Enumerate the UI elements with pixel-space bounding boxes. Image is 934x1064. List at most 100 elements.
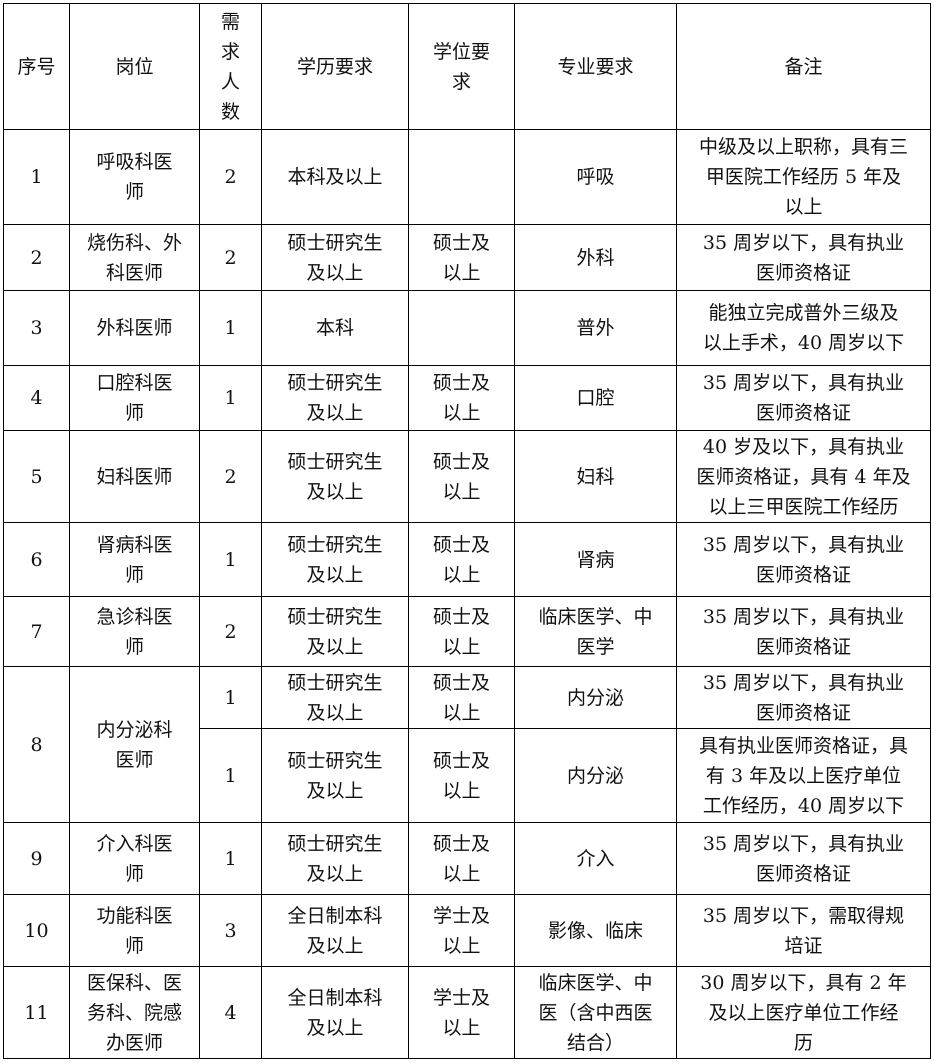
cell-headcount: 3 <box>199 894 262 967</box>
cell-education: 硕士研究生 及以上 <box>261 822 409 895</box>
cell-degree: 硕士及 以上 <box>408 430 515 523</box>
cell-remarks: 30 周岁以下，具有 2 年 及以上医疗单位工作经 历 <box>676 966 931 1059</box>
cell-position: 呼吸科医 师 <box>69 129 200 225</box>
cell-position: 口腔科医 师 <box>69 365 200 431</box>
cell-degree: 硕士及 以上 <box>408 596 515 667</box>
cell-remarks: 35 周岁以下，需取得规 培证 <box>676 894 931 967</box>
cell-headcount: 1 <box>199 365 262 431</box>
table-row: 5 妇科医师 2 硕士研究生 及以上 硕士及 以上 妇科 40 岁及以下，具有执业 医师资格… <box>3 430 931 523</box>
cell-education: 硕士研究生 及以上 <box>261 365 409 431</box>
cell-major: 普外 <box>514 290 677 366</box>
table-row: 3 外科医师 1 本科 普外 能独立完成普外三级及 以上手术，40 周岁以下 <box>3 290 931 366</box>
cell-degree: 硕士及 以上 <box>408 666 515 729</box>
cell-serial: 10 <box>3 894 70 967</box>
cell-major: 临床医学、中 医学 <box>514 596 677 667</box>
cell-major: 呼吸 <box>514 129 677 225</box>
cell-serial: 8 <box>3 666 70 823</box>
cell-degree <box>408 290 515 366</box>
cell-education: 硕士研究生 及以上 <box>261 522 409 597</box>
cell-position: 功能科医 师 <box>69 894 200 967</box>
cell-degree: 硕士及 以上 <box>408 522 515 597</box>
cell-major: 肾病 <box>514 522 677 597</box>
cell-position: 内分泌科 医师 <box>69 666 200 823</box>
cell-degree: 学士及 以上 <box>408 894 515 967</box>
cell-remarks: 35 周岁以下，具有执业 医师资格证 <box>676 822 931 895</box>
cell-serial: 3 <box>3 290 70 366</box>
cell-remarks: 35 周岁以下，具有执业 医师资格证 <box>676 596 931 667</box>
cell-major: 妇科 <box>514 430 677 523</box>
header-row: 序号 岗位需 求 人 数学历要求 学位要 求专业要求 备注 <box>3 3 931 130</box>
header-major: 专业要求 <box>514 3 677 130</box>
cell-position: 急诊科医 师 <box>69 596 200 667</box>
cell-headcount: 1 <box>199 728 262 823</box>
cell-degree: 学士及 以上 <box>408 966 515 1059</box>
cell-position: 外科医师 <box>69 290 200 366</box>
cell-position: 妇科医师 <box>69 430 200 523</box>
cell-education: 本科及以上 <box>261 129 409 225</box>
table-row: 6 肾病科医 师 1 硕士研究生 及以上 硕士及 以上 肾病 35 周岁以下，具有执业 医师… <box>3 522 931 597</box>
cell-headcount: 2 <box>199 224 262 291</box>
cell-serial: 1 <box>3 129 70 225</box>
cell-remarks: 中级及以上职称，具有三 甲医院工作经历 5 年及 以上 <box>676 129 931 225</box>
cell-education: 硕士研究生 及以上 <box>261 728 409 823</box>
cell-serial: 2 <box>3 224 70 291</box>
cell-serial: 5 <box>3 430 70 523</box>
cell-major: 内分泌 <box>514 728 677 823</box>
cell-serial: 11 <box>3 966 70 1059</box>
cell-education: 硕士研究生 及以上 <box>261 224 409 291</box>
cell-education: 本科 <box>261 290 409 366</box>
cell-remarks: 能独立完成普外三级及 以上手术，40 周岁以下 <box>676 290 931 366</box>
cell-remarks: 35 周岁以下，具有执业 医师资格证 <box>676 666 931 729</box>
table-row: 10 功能科医 师 3 全日制本科 及以上 学士及 以上 影像、临床 35 周岁以下，需取得… <box>3 894 931 967</box>
table-row: 9 介入科医 师 1 硕士研究生 及以上 硕士及 以上 介入 35 周岁以下，具有执业 医师… <box>3 822 931 895</box>
cell-remarks: 40 岁及以下，具有执业 医师资格证，具有 4 年及 以上三甲医院工作经历 <box>676 430 931 523</box>
cell-major: 影像、临床 <box>514 894 677 967</box>
cell-position: 医保科、医 务科、院感 办医师 <box>69 966 200 1059</box>
cell-remarks: 35 周岁以下，具有执业 医师资格证 <box>676 224 931 291</box>
table-row: 1 硕士研究生 及以上 硕士及 以上 内分泌 具有执业医师资格证，具 有 3 年及以上医… <box>4 728 931 823</box>
cell-education: 硕士研究生 及以上 <box>261 596 409 667</box>
cell-remarks: 35 周岁以下，具有执业 医师资格证 <box>676 522 931 597</box>
cell-major: 介入 <box>514 822 677 895</box>
cell-position: 介入科医 师 <box>69 822 200 895</box>
cell-headcount: 1 <box>199 290 262 366</box>
table-row: 2 烧伤科、外 科医师 2 硕士研究生 及以上 硕士及 以上 外科 35 周岁以下，具有执业… <box>3 224 931 291</box>
header-headcount: 需 求 人 数 <box>199 3 262 130</box>
table-row: 8 内分泌科 医师 1 硕士研究生 及以上 硕士及 以上 内分泌 35 周岁以下，具有执业 … <box>3 666 931 823</box>
cell-serial: 7 <box>3 596 70 667</box>
cell-headcount: 2 <box>199 129 262 225</box>
cell-degree: 硕士及 以上 <box>408 728 515 823</box>
cell-headcount: 1 <box>199 822 262 895</box>
cell-major: 内分泌 <box>514 666 677 729</box>
recruitment-table: 序号 岗位需 求 人 数学历要求 学位要 求专业要求 备注 1 呼吸科医 师 2 本科及以上呼… <box>3 3 931 1059</box>
table-row: 4 口腔科医 师 1 硕士研究生 及以上 硕士及 以上 口腔 35 周岁以下，具有执业 医师… <box>3 365 931 431</box>
header-remarks: 备注 <box>676 3 931 130</box>
cell-major: 临床医学、中 医（含中西医 结合） <box>514 966 677 1059</box>
cell-headcount: 1 <box>199 522 262 597</box>
cell-serial: 9 <box>3 822 70 895</box>
cell-remarks: 具有执业医师资格证，具 有 3 年及以上医疗单位 工作经历，40 周岁以下 <box>676 728 931 823</box>
cell-headcount: 4 <box>199 966 262 1059</box>
cell-degree <box>408 129 515 225</box>
cell-education: 硕士研究生 及以上 <box>261 430 409 523</box>
cell-position: 肾病科医 师 <box>69 522 200 597</box>
header-education: 学历要求 <box>261 3 409 130</box>
table-row: 11 医保科、医 务科、院感 办医师 4 全日制本科 及以上 学士及 以上 临床医学、中 … <box>3 966 931 1059</box>
cell-education: 全日制本科 及以上 <box>261 894 409 967</box>
cell-degree: 硕士及 以上 <box>408 224 515 291</box>
cell-degree: 硕士及 以上 <box>408 365 515 431</box>
table-row: 1 呼吸科医 师 2 本科及以上 呼吸 中级及以上职称，具有三 甲医院工作经历 5 年及 … <box>3 129 931 225</box>
cell-serial: 6 <box>3 522 70 597</box>
cell-major: 外科 <box>514 224 677 291</box>
header-position: 岗位 <box>69 3 200 130</box>
header-degree: 学位要 求 <box>408 3 515 130</box>
table-row: 7 急诊科医 师 2 硕士研究生 及以上 硕士及 以上 临床医学、中 医学 35 周岁以下，… <box>3 596 931 667</box>
cell-headcount: 2 <box>199 430 262 523</box>
cell-education: 全日制本科 及以上 <box>261 966 409 1059</box>
cell-headcount: 2 <box>199 596 262 667</box>
cell-headcount: 1 <box>199 666 262 729</box>
cell-major: 口腔 <box>514 365 677 431</box>
cell-position: 烧伤科、外 科医师 <box>69 224 200 291</box>
cell-degree: 硕士及 以上 <box>408 822 515 895</box>
cell-serial: 4 <box>3 365 70 431</box>
